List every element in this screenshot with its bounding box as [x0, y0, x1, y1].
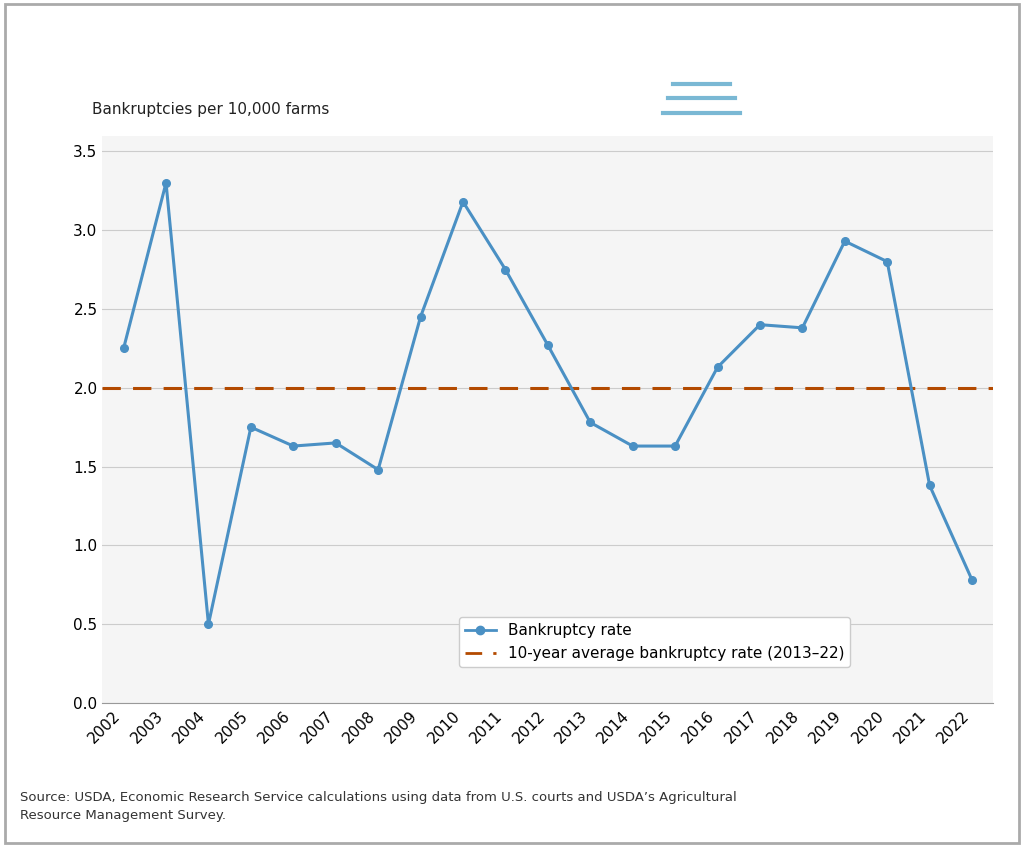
- Text: USDA: USDA: [635, 27, 722, 55]
- Text: U.S. DEPARTMENT OF AGRICULTURE: U.S. DEPARTMENT OF AGRICULTURE: [748, 61, 934, 71]
- Text: Chapter 12 bankruptcies per 10,000 farms in: Chapter 12 bankruptcies per 10,000 farms…: [20, 35, 586, 54]
- Legend: Bankruptcy rate, 10-year average bankruptcy rate (2013–22): Bankruptcy rate, 10-year average bankrup…: [459, 617, 851, 667]
- Text: Source: USDA, Economic Research Service calculations using data from U.S. courts: Source: USDA, Economic Research Service …: [20, 790, 737, 822]
- Text: Bankruptcies per 10,000 farms: Bankruptcies per 10,000 farms: [92, 102, 330, 117]
- Text: the United States, 2002–21: the United States, 2002–21: [20, 76, 361, 97]
- Text: Economic Research Service: Economic Research Service: [748, 27, 982, 42]
